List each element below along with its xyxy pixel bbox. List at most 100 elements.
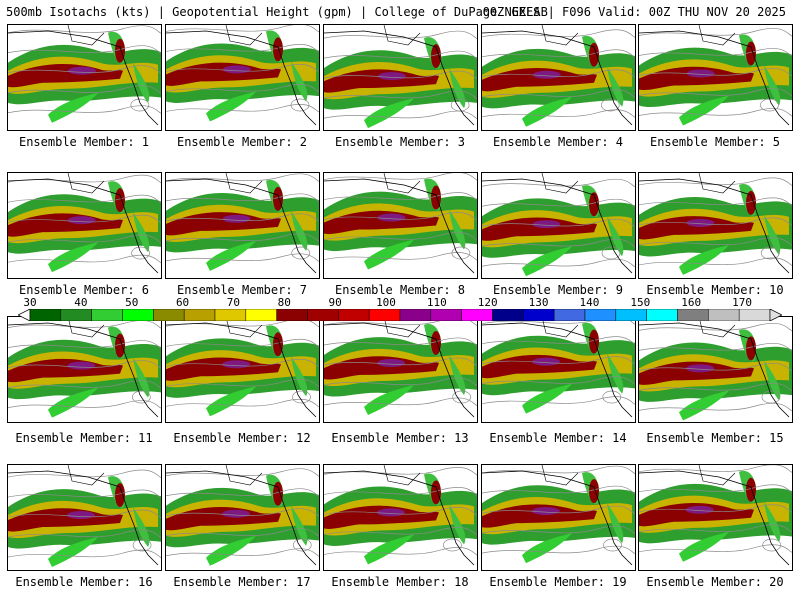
height-contour [482, 396, 635, 405]
height-contour [639, 48, 792, 57]
colorbar-tick-label: 60 [175, 296, 190, 309]
member-map-panel [323, 24, 478, 131]
height-contour [482, 505, 635, 514]
colorbar-swatch [738, 309, 771, 321]
colorbar-swatch [183, 309, 216, 321]
cutoff-isotachs [291, 210, 308, 251]
member-map-panel [165, 464, 320, 571]
border-line [225, 465, 263, 486]
subtropical-band [48, 242, 98, 273]
trough-core [273, 481, 283, 506]
coastline [8, 178, 159, 274]
coastline [8, 322, 159, 418]
member-label: Ensemble Member: 6 [18, 283, 150, 297]
colorbar-swatch [677, 309, 709, 321]
isotach-map [324, 25, 477, 129]
border-line [225, 25, 263, 46]
isotach-map [639, 317, 792, 421]
colorbar-tick-label: 170 [732, 296, 752, 309]
subtropical-band [679, 531, 729, 562]
trough-core [115, 38, 125, 63]
border-line [698, 25, 736, 46]
member-label: Ensemble Member: 16 [15, 575, 153, 589]
height-contour [482, 69, 635, 78]
trough-core [746, 477, 756, 502]
height-contour [324, 467, 477, 476]
colorbar-svg [18, 309, 782, 321]
isotach-map [482, 173, 635, 277]
height-contour [324, 377, 477, 386]
colorbar-tick-label: 110 [426, 296, 447, 309]
member-label: Ensemble Member: 11 [15, 431, 153, 445]
cutoff-isotachs [449, 504, 466, 545]
coastline [639, 470, 790, 566]
subtropical-band [48, 387, 98, 418]
coastline [166, 178, 317, 274]
member-label: Ensemble Member: 17 [173, 575, 311, 589]
cutoff-isotachs [449, 354, 466, 395]
colorbar-swatch [368, 309, 401, 321]
height-contour [166, 84, 319, 93]
member-map-panel [481, 172, 636, 279]
height-contour [166, 468, 319, 477]
closed-low-contour [131, 390, 151, 404]
height-contour [166, 64, 319, 73]
coastline [166, 470, 317, 566]
height-contour [639, 197, 792, 206]
cutoff-isotachs [133, 357, 150, 398]
cutoff-isotachs [764, 214, 781, 255]
colorbar-swatch [399, 309, 432, 321]
cutoff-isotachs [607, 503, 624, 544]
height-contour [324, 50, 477, 59]
height-contour [482, 545, 635, 554]
member-map-panel [7, 316, 162, 423]
colorbar-tick-label: 50 [125, 296, 139, 309]
jet-max [685, 505, 714, 514]
member-label: Ensemble Member: 9 [492, 283, 624, 297]
trough-core [431, 44, 441, 69]
cutoff-isotachs [291, 61, 308, 102]
member-map-panel [323, 172, 478, 279]
colorbar-swatch [122, 309, 154, 321]
height-contour [8, 360, 161, 369]
coastline [639, 30, 790, 126]
border-line [541, 173, 579, 194]
cutoff-isotachs [449, 209, 466, 250]
subtropical-band [522, 96, 572, 127]
member-map-panel [165, 172, 320, 279]
colorbar-swatch [708, 309, 740, 321]
height-contour [166, 398, 319, 408]
height-contour [8, 400, 161, 409]
height-contour [639, 504, 792, 513]
member-map-panel [7, 172, 162, 279]
isotach-map [166, 173, 319, 274]
coastline [8, 30, 159, 126]
colorbar-swatch [615, 309, 647, 321]
height-contour [639, 237, 792, 246]
subtropical-band [48, 92, 98, 123]
height-contour [8, 105, 161, 114]
trough-core [589, 479, 599, 504]
trough-core [273, 332, 283, 357]
closed-low-contour [451, 246, 471, 260]
member-map-panel [165, 24, 320, 131]
height-contour [324, 232, 477, 241]
member-label: Ensemble Member: 15 [646, 431, 784, 445]
colorbar-swatch [584, 309, 617, 321]
colorbar-swatch [153, 309, 185, 321]
member-label: Ensemble Member: 1 [18, 135, 150, 149]
height-contour [8, 469, 161, 478]
height-contour [324, 70, 477, 79]
colorbar-swatch [646, 309, 678, 321]
closed-low-contour [760, 98, 779, 112]
coastline [324, 178, 475, 274]
colorbar-tick-label: 150 [630, 296, 651, 309]
colorbar-swatch [492, 309, 524, 321]
isotach-map [324, 173, 477, 274]
jet-max [221, 509, 250, 518]
height-contour [8, 340, 161, 349]
height-contour [8, 529, 161, 538]
jet-max [222, 214, 251, 223]
cutoff-isotachs [607, 216, 624, 257]
border-line [383, 465, 421, 486]
